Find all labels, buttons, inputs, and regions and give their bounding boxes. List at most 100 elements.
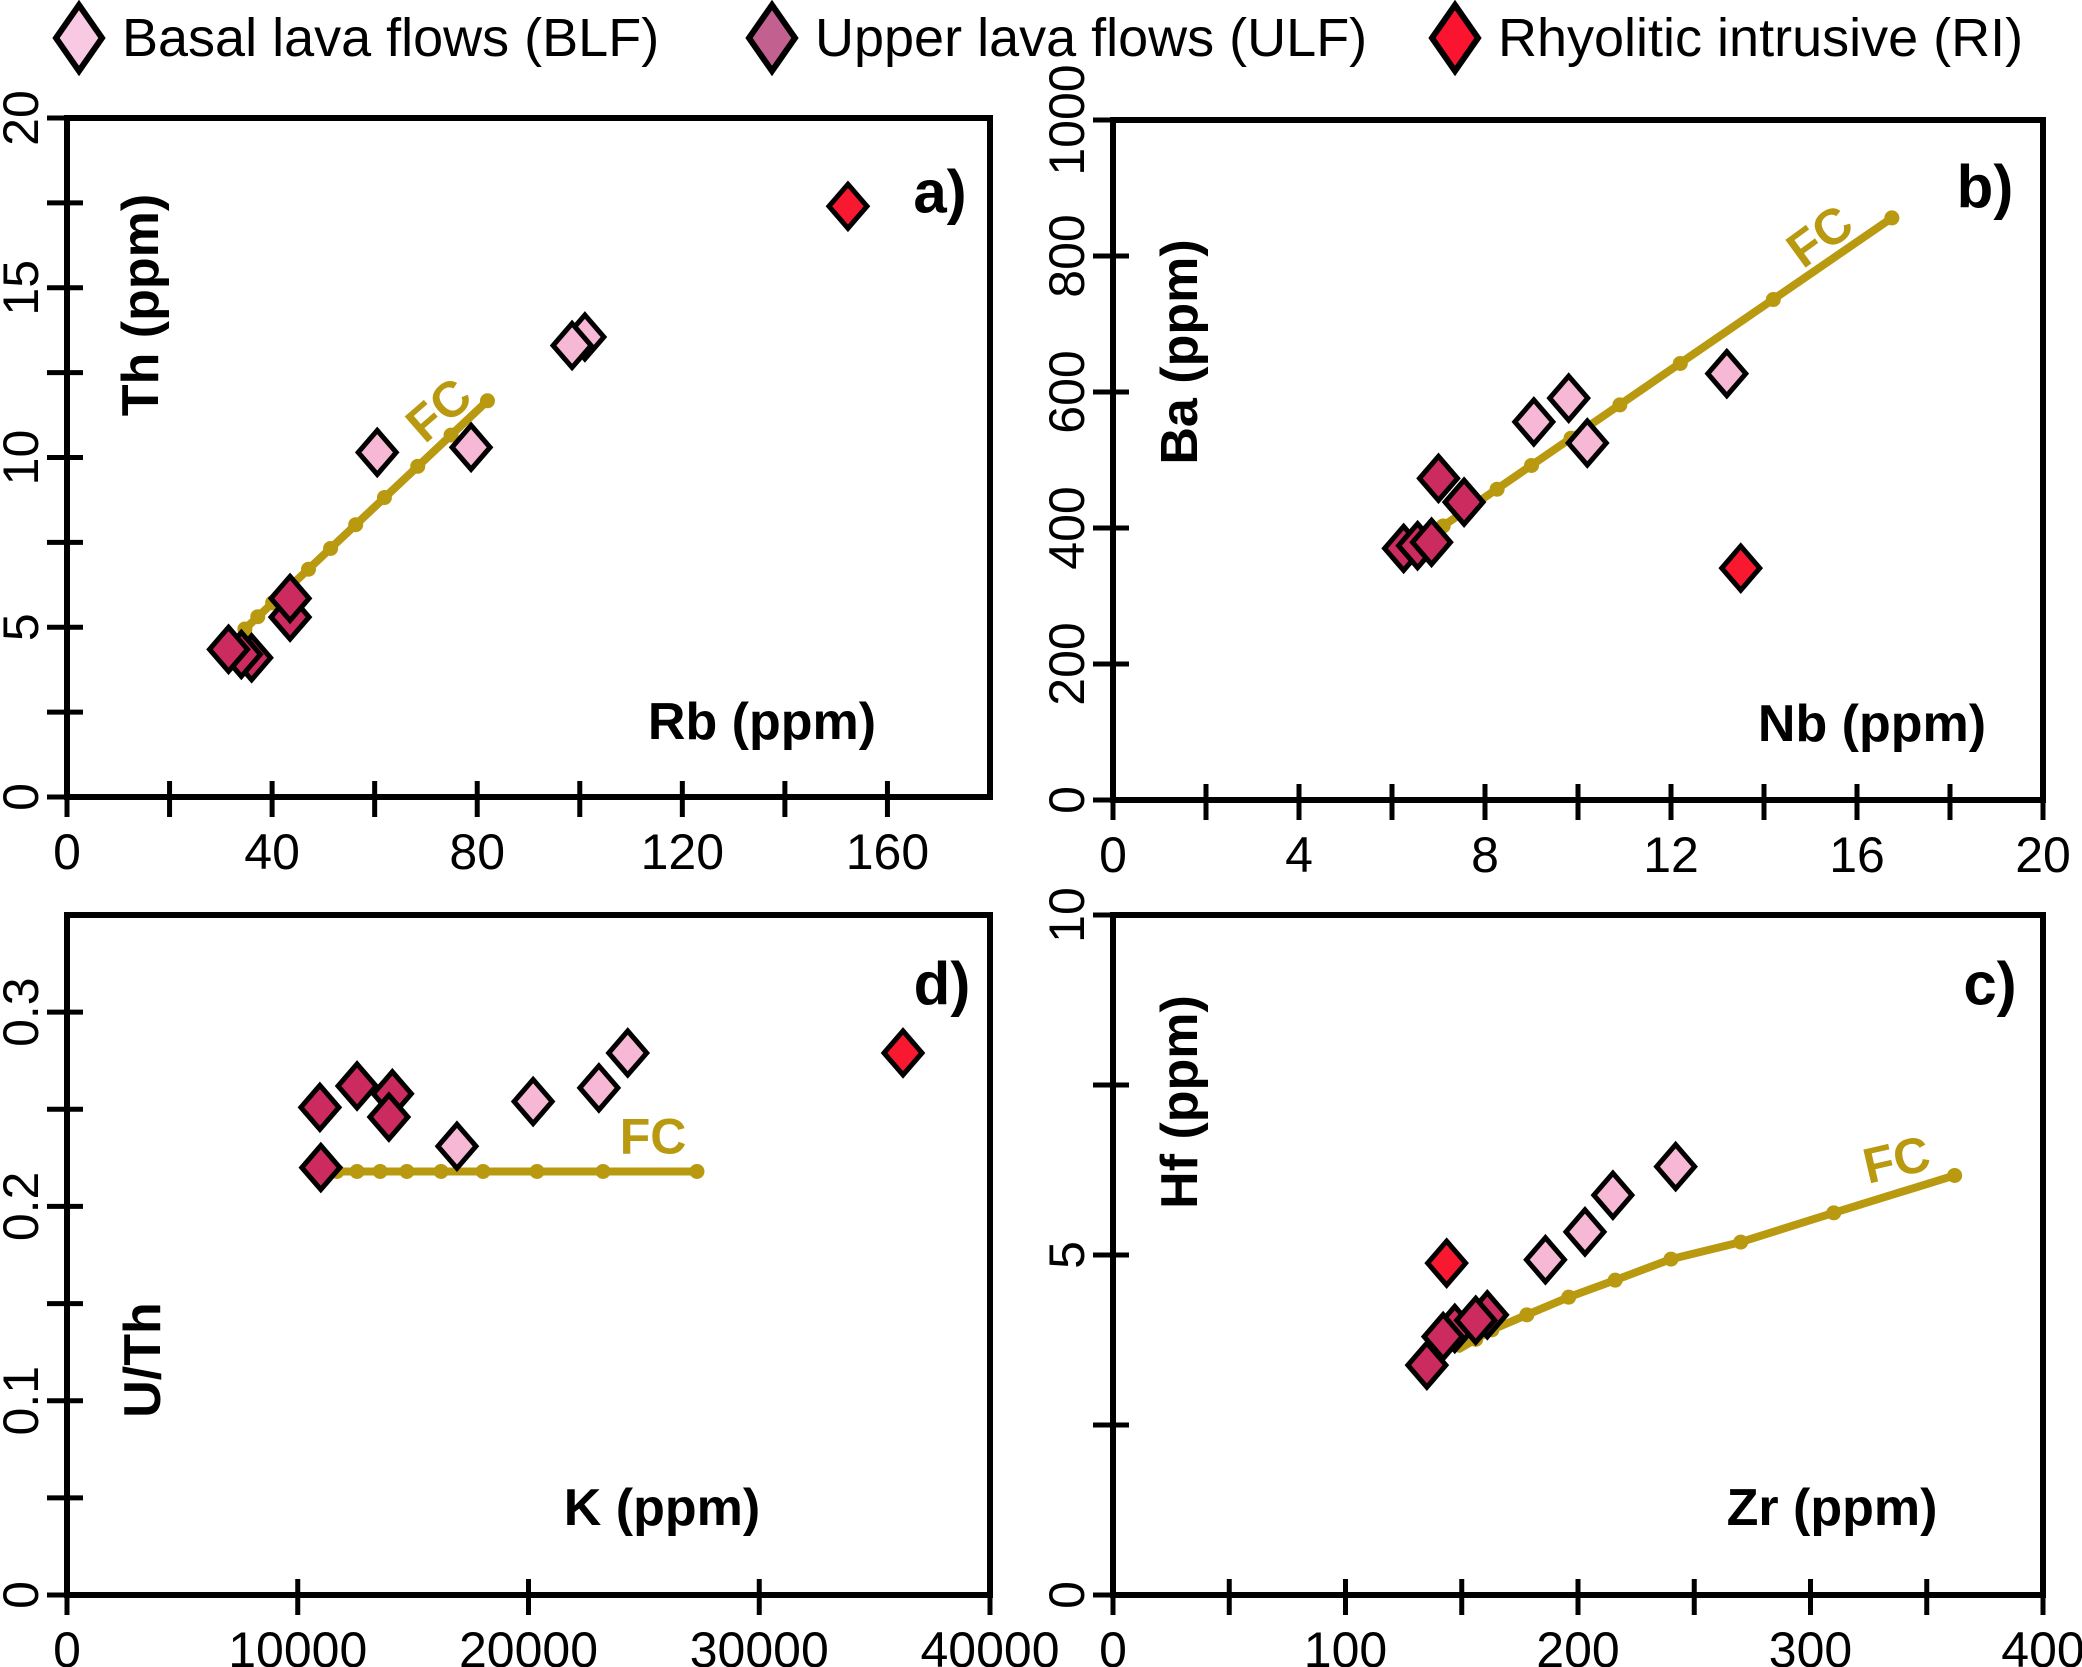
fc-dot	[323, 540, 339, 556]
data-point-BLF	[549, 319, 595, 372]
fc-dot	[1765, 292, 1781, 308]
fc-trend-line	[1439, 213, 1896, 530]
y-tick-label: 20	[0, 90, 49, 146]
fc-dot	[410, 458, 426, 474]
y-tick-label: 10	[0, 430, 49, 486]
panel-letter: c)	[1963, 951, 2016, 1018]
data-point-BLF	[1653, 1140, 1698, 1193]
fc-dot	[1561, 1289, 1577, 1305]
y-axis-label: Hf (ppm)	[1151, 995, 1209, 1209]
legend-label-ulf: Upper lava flows (ULF)	[815, 8, 1368, 68]
series-BLF	[354, 311, 608, 479]
y-tick-label: 400	[1039, 486, 1095, 569]
x-tick-label: 400	[2001, 1622, 2082, 1667]
x-tick-label: 16	[1829, 827, 1885, 883]
x-tick-label: 30000	[690, 1622, 829, 1667]
fc-label: FC	[620, 1108, 687, 1164]
x-tick-label: 40	[244, 824, 300, 880]
series-BLF	[1511, 347, 1750, 469]
panel-letter: a)	[913, 159, 966, 226]
fc-dot	[372, 1163, 388, 1179]
x-tick-label: 8	[1471, 827, 1499, 883]
series-RI	[825, 180, 871, 233]
data-point-ULF	[366, 1091, 412, 1143]
ri-diamond-icon	[1428, 0, 1482, 76]
data-point-BLF	[1590, 1169, 1636, 1221]
data-point-BLF	[448, 421, 494, 474]
series-BLF	[434, 1027, 651, 1173]
y-axis-label: U/Th	[114, 1302, 172, 1418]
y-tick-label: 1000	[1039, 64, 1095, 175]
x-tick-label: 100	[1304, 1622, 1387, 1667]
y-tick-label: 0	[1039, 1581, 1095, 1609]
y-tick-label: 0	[0, 783, 49, 811]
fc-dot	[1489, 481, 1505, 497]
series-RI	[1424, 1237, 1469, 1289]
x-tick-label: 20000	[459, 1622, 598, 1667]
fc-dot	[433, 1163, 449, 1179]
data-point-ULF	[1441, 476, 1487, 528]
x-axis-label: K (ppm)	[564, 1479, 760, 1537]
legend-item-blf: Basal lava flows (BLF)	[52, 0, 659, 76]
fc-dot	[348, 517, 364, 533]
data-point-BLF	[1562, 1206, 1608, 1258]
x-axis-label: Nb (ppm)	[1758, 695, 1986, 753]
series-ULF	[1381, 452, 1487, 575]
x-tick-label: 20	[2015, 827, 2071, 883]
y-tick-label: 0	[0, 1581, 49, 1609]
data-point-ULF	[267, 572, 313, 625]
x-tick-label: 0	[1099, 1622, 1127, 1667]
fc-dot	[443, 427, 459, 443]
data-point-ULF	[1404, 1339, 1450, 1391]
x-tick-label: 200	[1536, 1622, 1619, 1667]
data-point-ULF	[1409, 516, 1454, 569]
fc-dot	[399, 1163, 415, 1179]
y-tick-label: 0	[1039, 786, 1095, 814]
fc-dot	[1733, 1234, 1749, 1250]
data-point-BLF	[605, 1027, 651, 1079]
data-point-BLF	[1546, 372, 1592, 424]
panel-letter: b)	[1957, 154, 2014, 221]
legend-item-ulf: Upper lava flows (ULF)	[745, 0, 1367, 76]
fc-dot	[689, 1163, 705, 1179]
y-tick-label: 0.1	[0, 1366, 49, 1436]
fc-dot	[475, 1163, 491, 1179]
fc-dot	[1607, 1272, 1623, 1288]
data-point-RI	[825, 180, 871, 233]
panel-d: 0 10000 20000 30000 40000 0 0.1 0.2 0.3 FC K (ppm)…	[0, 912, 1060, 1667]
x-tick-label: 300	[1769, 1622, 1852, 1667]
y-axis-label: Ba (ppm)	[1151, 239, 1209, 464]
fc-dot	[301, 561, 317, 577]
data-point-RI	[1718, 542, 1764, 594]
series-ULF	[206, 572, 313, 684]
fc-dot	[1524, 457, 1539, 473]
x-axis-label: Rb (ppm)	[648, 693, 876, 751]
series-ULF	[1404, 1289, 1510, 1391]
fc-dot	[1612, 397, 1628, 413]
y-tick-label: 5	[1039, 1241, 1095, 1269]
fc-label: FC	[1776, 194, 1863, 278]
data-point-RI	[880, 1027, 926, 1079]
y-tick-label: 0.2	[0, 1172, 49, 1242]
x-tick-label: 80	[449, 824, 505, 880]
fc-dot	[1884, 210, 1900, 226]
data-point-BLF	[1511, 396, 1557, 448]
fc-dot	[349, 1163, 365, 1179]
y-tick-label: 600	[1039, 350, 1095, 433]
y-tick-label: 0.3	[0, 977, 49, 1047]
series-ULF	[297, 1060, 415, 1194]
x-tick-label: 0	[53, 824, 81, 880]
series-BLF	[1523, 1140, 1698, 1286]
y-tick-label: 10	[1039, 887, 1095, 943]
x-tick-label: 160	[846, 824, 929, 880]
series-RI	[880, 1027, 926, 1079]
blf-diamond-icon	[52, 0, 106, 76]
data-point-BLF	[1523, 1233, 1568, 1286]
y-tick-label: 5	[0, 613, 49, 641]
data-point-ULF	[206, 623, 251, 676]
data-point-ULF	[1416, 452, 1461, 505]
x-tick-label: 120	[641, 824, 724, 880]
